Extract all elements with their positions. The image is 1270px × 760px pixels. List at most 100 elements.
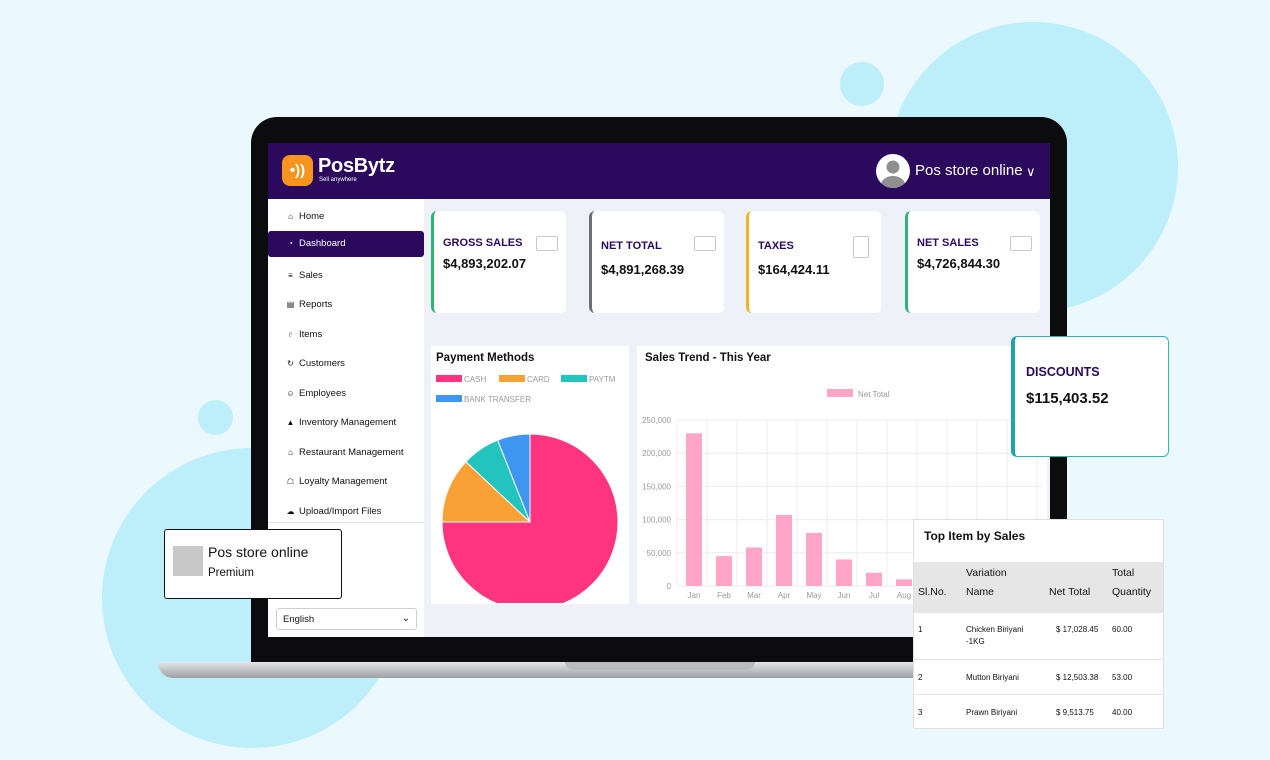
y-tick-label: 100,000 <box>642 516 671 525</box>
sidebar-item-employees[interactable]: ☺ Employees <box>268 381 424 407</box>
stat-label: TAXES <box>758 240 794 252</box>
stat-card-net-total[interactable]: NET TOTAL $4,891,268.39 <box>589 211 724 313</box>
discount-label: DISCOUNTS <box>1026 365 1100 379</box>
sidebar-item-home[interactable]: ⌂ Home <box>268 204 424 230</box>
sidebar-item-label: Home <box>299 211 325 222</box>
y-tick-label: 150,000 <box>642 482 671 491</box>
legend-label: CARD <box>527 375 550 384</box>
home-icon: ⌂ <box>288 212 293 221</box>
decor-circle-tiny-left <box>198 400 233 435</box>
bar-jan <box>686 433 702 586</box>
stat-card-gross-sales[interactable]: GROSS SALES $4,893,202.07 <box>431 211 566 313</box>
table-header: Sl.No. Variation Name Net Total Total Qu… <box>914 562 1163 613</box>
table-row[interactable]: 2 Mutton Biriyani $ 12,503.38 53.00 <box>914 660 1163 695</box>
bar-mar <box>746 547 762 586</box>
laptop-base <box>158 662 1143 678</box>
row-name: Mutton Biriyani <box>966 673 1019 682</box>
stat-value: $4,726,844.30 <box>917 256 1001 271</box>
sidebar-item-restaurant[interactable]: ⌂ Restaurant Management <box>268 440 424 466</box>
panel-title: Payment Methods <box>436 352 535 364</box>
stat-card-taxes[interactable]: TAXES $164,424.11 <box>746 211 881 313</box>
inventory-icon: ▲ <box>286 418 295 427</box>
sidebar-item-reports[interactable]: ▤ Reports <box>268 292 424 318</box>
row-name: Chicken Biriyani <box>966 625 1024 634</box>
bar-feb <box>716 556 732 586</box>
laptop-notch <box>565 662 755 670</box>
store-selector[interactable]: Pos store online <box>915 162 1023 179</box>
sidebar-divider <box>268 522 424 523</box>
chevron-down-icon: ⌄ <box>401 613 410 624</box>
sidebar-item-loyalty[interactable]: ☖ Loyalty Management <box>268 469 424 495</box>
legend-item-cash: CASH <box>436 375 486 384</box>
dashboard-icon: ◔ <box>288 239 293 248</box>
sidebar-item-label: Customers <box>299 358 345 369</box>
y-tick-label: 250,000 <box>642 416 671 425</box>
store-thumbnail <box>173 546 203 576</box>
table-row[interactable]: 3 Prawn Biriyani $ 9,513.75 40.00 <box>914 695 1163 729</box>
row-net-total: $ 9,513.75 <box>1056 708 1094 717</box>
discount-value: $115,403.52 <box>1026 390 1109 407</box>
sales-icon: ≡ <box>288 271 293 280</box>
sidebar-item-label: Restaurant Management <box>299 447 404 458</box>
discounts-card[interactable]: DISCOUNTS $115,403.52 <box>1011 336 1169 457</box>
banknote-icon <box>694 236 716 251</box>
x-tick-label: May <box>806 591 821 600</box>
legend-item-card: CARD <box>499 375 550 384</box>
header-total: Total <box>1112 567 1135 579</box>
row-quantity: 60.00 <box>1112 625 1133 634</box>
panel-title: Sales Trend - This Year <box>645 352 771 364</box>
legend-swatch <box>436 375 462 382</box>
stat-label: GROSS SALES <box>443 237 523 249</box>
stat-label: NET TOTAL <box>601 240 662 252</box>
sidebar-item-label: Items <box>299 329 323 340</box>
legend-label: BANK TRANSFER <box>464 395 531 404</box>
reports-icon: ▤ <box>286 300 295 309</box>
header-variation: Variation <box>966 567 1007 579</box>
header-quantity: Quantity <box>1112 586 1152 598</box>
stat-value: $164,424.11 <box>758 262 830 277</box>
logo-icon[interactable]: •)) <box>282 155 313 186</box>
row-name-suffix: -1KG <box>966 637 985 646</box>
sidebar-item-dashboard[interactable]: ◔ Dashboard <box>268 231 424 257</box>
header-name: Name <box>966 586 995 598</box>
header-slno: Sl.No. <box>918 586 947 598</box>
items-icon: ♇ <box>287 330 294 339</box>
bar-aug <box>896 579 912 586</box>
legend-item-net-total: Net Total <box>827 389 890 399</box>
sidebar-item-upload[interactable]: ☁ Upload/Import Files <box>268 499 424 525</box>
sidebar-item-items[interactable]: ♇ Items <box>268 322 424 348</box>
sidebar-item-label: Upload/Import Files <box>299 506 382 517</box>
legend-label: Net Total <box>858 390 890 399</box>
sidebar-item-inventory[interactable]: ▲ Inventory Management <box>268 410 424 436</box>
customers-icon: ↻ <box>287 359 294 368</box>
x-tick-label: Apr <box>778 591 791 600</box>
table-row[interactable]: 1 Chicken Biriyani -1KG $ 17,028.45 60.0… <box>914 613 1163 660</box>
stat-value: $4,893,202.07 <box>443 256 527 271</box>
legend-item-paytm: PAYTM <box>561 375 616 384</box>
store-plan-popup[interactable]: Pos store online Premium <box>164 529 342 599</box>
sidebar-item-sales[interactable]: ≡ Sales <box>268 263 424 289</box>
language-select[interactable]: English ⌄ <box>276 608 417 630</box>
language-value: English <box>283 614 315 625</box>
x-tick-label: Jul <box>869 591 879 600</box>
top-items-table: Top Item by Sales Sl.No. Variation Name … <box>913 519 1164 729</box>
x-tick-label: Jan <box>688 591 701 600</box>
x-tick-label: Mar <box>747 591 761 600</box>
bar-jun <box>836 559 852 586</box>
user-avatar-icon[interactable] <box>876 154 910 188</box>
row-net-total: $ 17,028.45 <box>1056 625 1099 634</box>
employees-icon: ☺ <box>286 389 295 398</box>
chevron-down-icon[interactable]: ∨ <box>1026 164 1036 179</box>
row-quantity: 40.00 <box>1112 708 1133 717</box>
stat-card-net-sales[interactable]: NET SALES $4,726,844.30 <box>905 211 1040 313</box>
legend-item-bank-transfer: BANK TRANSFER <box>436 395 531 404</box>
legend-label: CASH <box>464 375 486 384</box>
legend-label: PAYTM <box>589 375 616 384</box>
x-tick-label: Aug <box>897 591 911 600</box>
payment-methods-panel: Payment Methods CASH CARD PAYTM BANK TRANSF… <box>431 346 629 604</box>
x-tick-label: Feb <box>717 591 731 600</box>
receipt-icon <box>853 236 869 258</box>
decor-circle-small-top <box>840 62 884 106</box>
sidebar-item-label: Dashboard <box>299 238 346 249</box>
sidebar-item-customers[interactable]: ↻ Customers <box>268 351 424 377</box>
